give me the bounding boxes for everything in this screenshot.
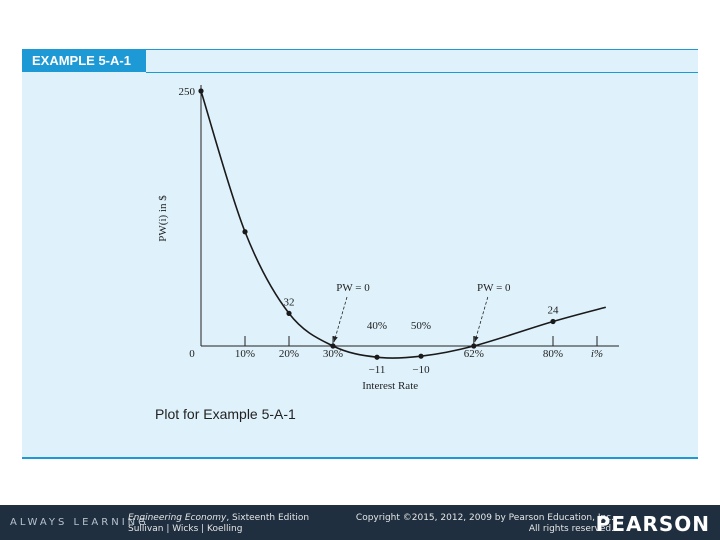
x-tick-label: 0 xyxy=(189,348,195,360)
pw-curve xyxy=(200,90,607,359)
data-point xyxy=(374,354,380,360)
x-tick-label: 30% xyxy=(323,348,343,360)
footer: ALWAYS LEARNING Engineering Economy, Six… xyxy=(0,505,720,540)
data-point xyxy=(198,88,204,94)
point-value-label: 32 xyxy=(284,296,295,308)
x-tick-label: 62% xyxy=(464,348,484,360)
copyright-line-1: Copyright ©2015, 2012, 2009 by Pearson E… xyxy=(355,513,614,523)
pearson-logo: PEARSON xyxy=(595,512,710,536)
x-tick-label: 10% xyxy=(235,348,255,360)
x-tick-label: i% xyxy=(591,348,603,360)
rate-annotation: 50% xyxy=(411,320,431,332)
data-point xyxy=(418,353,424,359)
point-value-label: −10 xyxy=(412,364,430,376)
example-label: EXAMPLE 5-A-1 xyxy=(22,50,146,72)
title-bar xyxy=(146,50,698,73)
data-point xyxy=(550,318,556,325)
figure-panel xyxy=(22,49,698,459)
curve-layer xyxy=(200,90,607,359)
y-axis-label: PW(i) in $ xyxy=(157,195,169,242)
copyright-line-2: All rights reserved. xyxy=(528,524,614,534)
marker-layer xyxy=(198,88,556,360)
data-point xyxy=(330,343,336,349)
data-point xyxy=(286,310,292,316)
point-value-label: 250 xyxy=(179,86,196,98)
point-value-label: −11 xyxy=(369,364,386,376)
x-tick-label: 80% xyxy=(543,348,563,360)
figure-caption: Plot for Example 5-A-1 xyxy=(155,406,296,422)
pw-zero-annotation: PW = 0 xyxy=(477,282,511,294)
point-value-label: 24 xyxy=(548,305,560,317)
book-authors: Sullivan | Wicks | Koelling xyxy=(128,524,243,534)
annotation-arrow-line xyxy=(474,296,489,343)
book-title: Engineering Economy xyxy=(128,513,227,523)
pw-zero-annotation: PW = 0 xyxy=(336,282,370,294)
book-edition: , Sixteenth Edition xyxy=(226,513,310,523)
annotation-arrow-head xyxy=(333,336,338,342)
data-point xyxy=(242,229,248,235)
annotation-arrow-head xyxy=(474,336,479,342)
annotation-arrow-line xyxy=(333,296,348,343)
footer-learning-text: ALWAYS LEARNING xyxy=(10,517,149,528)
label-layer: 0 10% 20% 30% 62% 80% i% Interest Rate PW(i) in … xyxy=(157,86,603,392)
x-axis-label: Interest Rate xyxy=(362,380,418,392)
rate-annotation: 40% xyxy=(367,320,387,332)
x-tick-label: 20% xyxy=(279,348,299,360)
footer-book-info: Engineering Economy, Sixteenth Edition S… xyxy=(128,513,309,535)
footer-copyright: Copyright ©2015, 2012, 2009 by Pearson E… xyxy=(356,513,614,535)
data-point xyxy=(471,343,477,349)
